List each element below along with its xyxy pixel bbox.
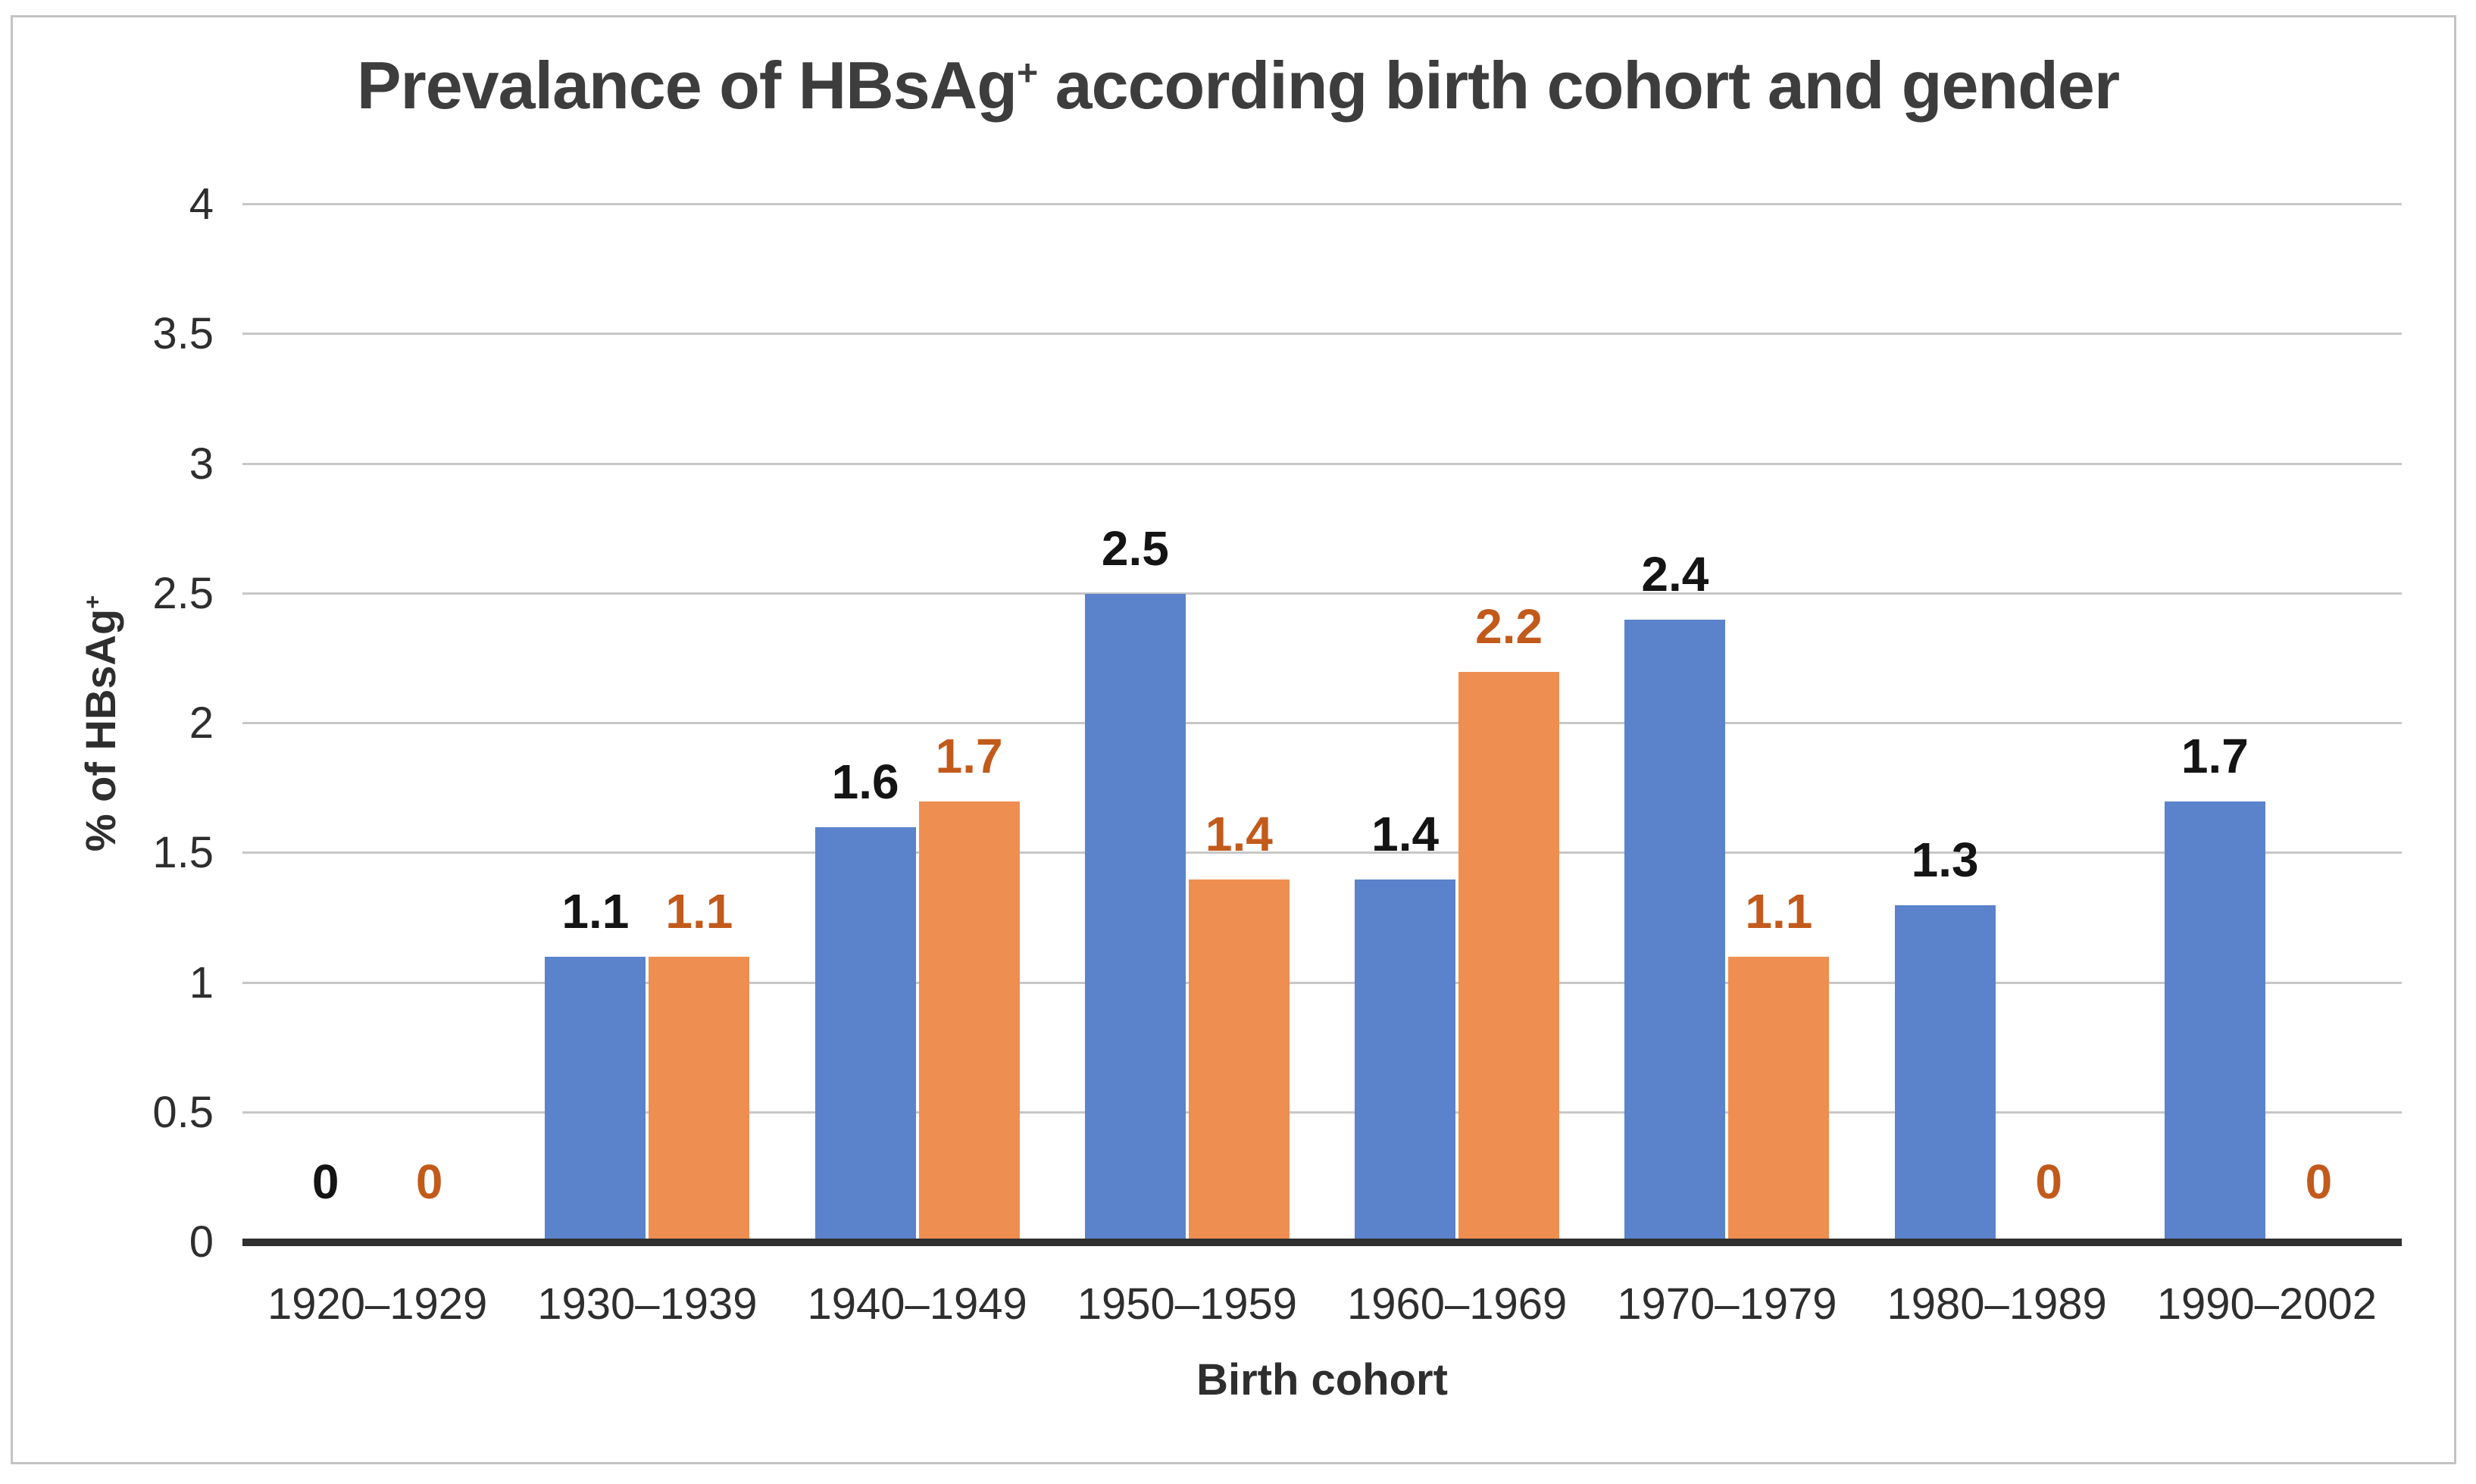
- gridline-3.5: [242, 333, 2402, 336]
- chart-title-prefix: Prevalance of HBsAg: [356, 48, 1018, 123]
- blue-series-data-label: 2.4: [1641, 547, 1709, 601]
- bar-group-1960–1969: 1.4 2.2: [1322, 205, 1592, 1242]
- blue-series-data-label: 1.4: [1371, 806, 1440, 861]
- orange-series-data-label: 2.2: [1475, 598, 1543, 654]
- blue-series-column: 2.5: [1083, 524, 1187, 1242]
- gridline-3: [242, 462, 2402, 465]
- x-tick-label-1940–1949: 1940–1949: [807, 1279, 1027, 1329]
- bar-group-1990–2002: 1.7 0: [2132, 205, 2402, 1242]
- orange-series-data-label: 0: [2305, 1154, 2333, 1209]
- blue-series-column: 1.6: [814, 758, 918, 1242]
- orange-series-data-label: 0: [2035, 1154, 2062, 1209]
- x-tick-label-1920–1929: 1920–1929: [267, 1279, 488, 1329]
- bar-group-1940–1949: 1.6 1.7: [783, 205, 1052, 1242]
- blue-series-data-label: 1.1: [561, 884, 630, 939]
- y-tick-label-3.5: 3.5: [152, 309, 214, 359]
- blue-series-data-label: 2.5: [1101, 520, 1169, 576]
- orange-series-data-label: 1.4: [1205, 806, 1273, 861]
- orange-series-data-label: 1.1: [1745, 884, 1813, 939]
- blue-series-bar: [1355, 879, 1456, 1242]
- blue-series-data-label: 1.3: [1911, 832, 1979, 887]
- orange-series-bar: [649, 957, 750, 1242]
- gridline-2.5: [242, 592, 2402, 595]
- orange-series-column: 2.2: [1457, 598, 1561, 1242]
- x-tick-label-1970–1979: 1970–1979: [1617, 1279, 1837, 1329]
- chart-title: Prevalance of HBsAg+ according birth coh…: [0, 47, 2476, 124]
- x-axis-tick-labels: 1920–1929 1930–1939 1940–1949 1950–1959 1960…: [242, 1279, 2402, 1329]
- y-tick-label-1.5: 1.5: [152, 828, 214, 878]
- blue-series-column: 0: [274, 1158, 377, 1242]
- bar-group-1980–1989: 1.3 0: [1862, 205, 2132, 1242]
- gridline-4: [242, 203, 2402, 205]
- y-tick-label-2: 2: [189, 698, 214, 748]
- gridline-2: [242, 722, 2402, 724]
- orange-series-bar: [1728, 957, 1830, 1242]
- gridline-1.5: [242, 851, 2402, 854]
- bars-container: 0 0 1.1 1.1 1.6 1.7 2.5 1.4 1.4 2.2 2.4 1.1 1.3 0 1.7 0: [242, 205, 2402, 1242]
- y-tick-label-0: 0: [189, 1217, 214, 1267]
- orange-series-column: 0: [1997, 1158, 2101, 1242]
- blue-series-bar: [2164, 801, 2265, 1242]
- blue-series-data-label: 0: [311, 1154, 339, 1209]
- orange-series-column: 1.7: [918, 732, 1021, 1242]
- orange-series-bar: [1458, 671, 1560, 1242]
- x-tick-label-1990–2002: 1990–2002: [2156, 1279, 2378, 1329]
- chart-title-suffix: according birth cohort and gender: [1037, 48, 2120, 123]
- blue-series-data-label: 1.7: [2181, 728, 2249, 783]
- x-axis-line: [242, 1239, 2402, 1246]
- gridline-1: [242, 981, 2402, 984]
- y-tick-label-1: 1: [189, 958, 214, 1008]
- orange-series-column: 1.4: [1187, 806, 1291, 1242]
- x-axis-title: Birth cohort: [1196, 1355, 1448, 1404]
- orange-series-bar: [918, 801, 1020, 1242]
- y-tick-label-3: 3: [189, 439, 214, 489]
- blue-series-column: 1.1: [543, 887, 647, 1242]
- bar-group-1970–1979: 2.4 1.1: [1592, 205, 1862, 1242]
- blue-series-bar: [545, 957, 646, 1242]
- orange-series-data-label: 0: [415, 1154, 443, 1209]
- blue-series-column: 1.7: [2163, 732, 2267, 1242]
- blue-series-bar: [1084, 593, 1186, 1242]
- blue-series-bar: [1894, 904, 1996, 1242]
- y-tick-label-4: 4: [189, 180, 214, 229]
- bar-group-1930–1939: 1.1 1.1: [512, 205, 782, 1242]
- x-tick-label-1980–1989: 1980–1989: [1887, 1279, 2107, 1329]
- x-tick-label-1960–1969: 1960–1969: [1346, 1279, 1568, 1329]
- y-tick-label-0.5: 0.5: [152, 1087, 214, 1137]
- blue-series-column: 2.4: [1623, 550, 1727, 1242]
- blue-series-bar: [814, 827, 916, 1242]
- orange-series-column: 1.1: [1727, 887, 1830, 1242]
- blue-series-column: 1.4: [1353, 806, 1457, 1242]
- x-tick-label-1930–1939: 1930–1939: [537, 1279, 758, 1329]
- bar-group-1950–1959: 2.5 1.4: [1052, 205, 1322, 1242]
- chart-title-superscript-plus: +: [1016, 52, 1038, 94]
- orange-series-data-label: 1.7: [935, 728, 1003, 783]
- orange-series-bar: [1188, 879, 1290, 1242]
- gridline-0.5: [242, 1111, 2402, 1114]
- x-tick-label-1950–1959: 1950–1959: [1077, 1279, 1298, 1329]
- orange-series-column: 0: [377, 1158, 481, 1242]
- y-axis-tick-labels: 4 3.5 3 2.5 2 1.5 1 0.5 0: [0, 180, 214, 1267]
- y-tick-label-2.5: 2.5: [152, 568, 214, 618]
- blue-series-bar: [1624, 620, 1726, 1242]
- orange-series-column: 1.1: [647, 887, 751, 1242]
- blue-series-data-label: 1.6: [831, 754, 899, 809]
- blue-series-column: 1.3: [1893, 836, 1997, 1242]
- orange-series-column: 0: [2267, 1158, 2371, 1242]
- plot-area: 0 0 1.1 1.1 1.6 1.7 2.5 1.4 1.4 2.2 2.4 1.1 1.3 0 1.7 0: [242, 203, 2402, 1246]
- orange-series-data-label: 1.1: [665, 884, 733, 939]
